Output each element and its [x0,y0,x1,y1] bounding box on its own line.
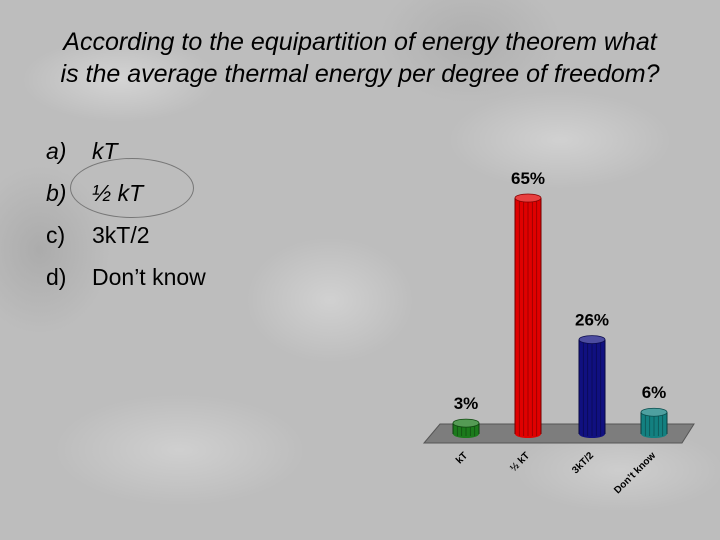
question-line-1: According to the equipartition of energy… [63,28,657,56]
data-label-1: 65% [511,169,545,188]
x-tick-label-0: kT [454,450,470,466]
question-line-2: is the average thermal energy per degree… [60,60,660,88]
data-label-3: 6% [642,383,667,402]
x-tick-label-3: Don’t know [612,450,658,496]
data-label-2: 26% [575,311,609,330]
chart-x-tick-labels: kT ½ kT 3kT/2 Don’t know [454,450,658,496]
option-a-letter: a) [46,138,67,164]
data-label-0: 3% [454,394,479,413]
answer-highlight-circle [70,158,194,218]
option-b-letter: b) [46,180,67,206]
chart-data-labels: 3% 65% 26% 6% [454,169,667,413]
bar-0 [452,418,480,438]
x-tick-label-2: 3kT/2 [570,450,596,476]
chart-bars [452,193,668,438]
bar-3 [640,407,668,438]
option-c-letter: c) [46,222,66,248]
option-d-text: Don’t know [92,264,206,290]
bar-1 [514,193,542,438]
question-text: According to the equipartition of energy… [10,26,710,90]
bar-2 [578,335,606,438]
option-c-text: 3kT/2 [92,222,150,248]
chart-floor [422,423,695,444]
option-d-letter: d) [46,264,67,290]
x-tick-label-1: ½ kT [508,450,532,474]
